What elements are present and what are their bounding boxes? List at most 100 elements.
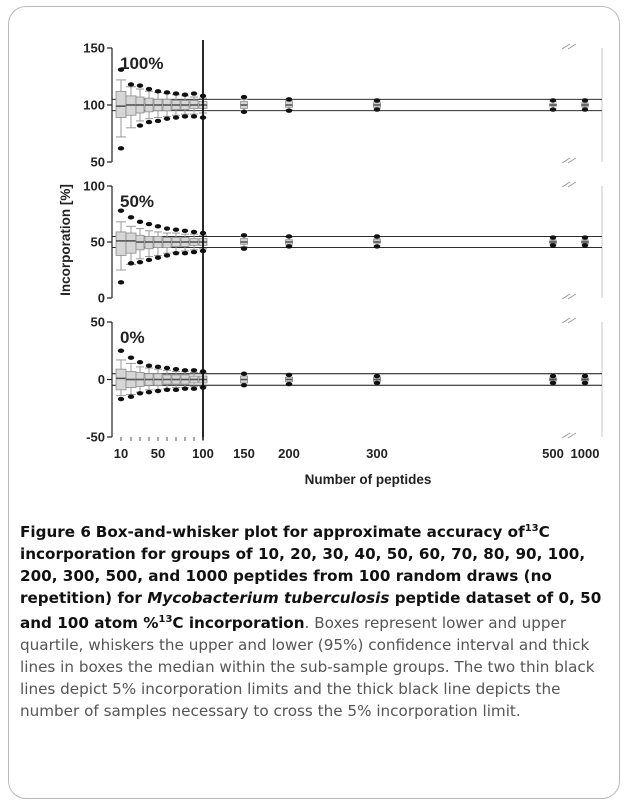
y-tick-label: 50 (91, 155, 105, 170)
y-tick-label: 0 (98, 291, 105, 306)
outlier-point (127, 82, 135, 87)
outlier-point (154, 118, 162, 124)
outlier-point (145, 119, 153, 125)
outlier-point (549, 98, 557, 103)
outlier-point (172, 227, 180, 232)
outlier-point (145, 363, 153, 368)
caption-title-part2: C incorporation for groups of 10, 20, 30… (20, 523, 586, 608)
outlier-point (285, 244, 293, 249)
outlier-point (117, 280, 125, 285)
outlier-point (117, 67, 125, 72)
x-axis-label: Number of peptides (305, 472, 432, 487)
outlier-point (240, 109, 248, 115)
outlier-point (190, 91, 198, 96)
axis-break-mark (561, 317, 577, 324)
axis-break-mark (561, 157, 577, 164)
outlier-point (190, 368, 198, 373)
outlier-point (163, 387, 171, 393)
outlier-point (373, 244, 381, 249)
outlier-point (127, 355, 135, 360)
outlier-point (549, 235, 557, 240)
outlier-point (136, 259, 144, 265)
outlier-point (373, 373, 381, 379)
outlier-point (154, 224, 162, 229)
outlier-point (181, 228, 189, 233)
outlier-point (581, 243, 589, 248)
outlier-point (163, 365, 171, 371)
outlier-point (373, 98, 381, 103)
outlier-point (154, 388, 162, 394)
outlier-point (549, 380, 557, 386)
outlier-point (136, 391, 144, 396)
axis-break-mark (561, 181, 577, 188)
x-tick-label: 200 (278, 446, 300, 461)
outlier-point (154, 89, 162, 94)
y-axis-label: Incorporation [%] (58, 184, 73, 296)
axis-break-mark (561, 43, 577, 50)
outlier-point (163, 226, 171, 231)
outlier-point (285, 108, 293, 113)
outlier-point (154, 255, 162, 260)
outlier-point (136, 123, 144, 128)
outlier-point (581, 373, 589, 379)
outlier-point (581, 235, 589, 240)
x-tick-label: 50 (151, 446, 165, 461)
outlier-point (136, 83, 144, 88)
outlier-point (172, 115, 180, 120)
outlier-point (240, 246, 248, 251)
outlier-point (549, 107, 557, 112)
figure-label: Figure 6 (20, 523, 91, 542)
figure-caption: Figure 6 Box-and-whisker plot for approx… (20, 518, 610, 722)
outlier-point (285, 381, 293, 387)
outlier-point (117, 396, 125, 402)
x-tick-label: 100 (192, 446, 214, 461)
outlier-point (581, 98, 589, 103)
outlier-point (190, 114, 198, 119)
caption-title-part4: C incorporation (172, 614, 305, 633)
outlier-point (145, 257, 153, 263)
box (125, 232, 137, 254)
outlier-point (145, 389, 153, 395)
outlier-point (240, 383, 248, 388)
outlier-point (117, 208, 125, 213)
y-tick-label: 50 (91, 315, 105, 330)
outlier-point (154, 364, 162, 370)
caption-sup1: 13 (524, 523, 539, 534)
outlier-point (136, 360, 144, 365)
panel-label: 0% (120, 328, 145, 347)
outlier-point (127, 215, 135, 220)
outlier-point (136, 219, 144, 225)
x-tick-label: 500 (542, 446, 564, 461)
caption-body: . Boxes represent lower and upper quarti… (20, 614, 595, 721)
x-tick-label: 10 (114, 446, 128, 461)
outlier-point (549, 243, 557, 248)
outlier-point (117, 348, 125, 353)
caption-title-part3: peptide dataset of 0, 50 and 100 atom % (20, 589, 602, 633)
outlier-point (240, 94, 248, 100)
box (115, 231, 127, 256)
outlier-point (190, 249, 198, 255)
outlier-point (549, 373, 557, 379)
outlier-point (145, 86, 153, 92)
outlier-point (172, 251, 180, 256)
outlier-point (181, 368, 189, 373)
outlier-point (181, 386, 189, 391)
outlier-point (285, 372, 293, 378)
outlier-point (285, 234, 293, 239)
outlier-point (163, 90, 171, 95)
caption-organism: Mycobacterium tuberculosis (147, 589, 390, 608)
outlier-point (181, 251, 189, 256)
outlier-point (172, 91, 180, 96)
outlier-point (285, 97, 293, 102)
axis-break-mark (561, 293, 577, 300)
y-tick-label: -50 (86, 430, 105, 445)
y-tick-label: 50 (91, 235, 105, 250)
y-tick-label: 100 (83, 179, 105, 194)
y-tick-label: 100 (83, 98, 105, 113)
outlier-point (181, 114, 189, 119)
x-tick-label: 1000 (571, 446, 600, 461)
outlier-point (190, 386, 198, 391)
y-tick-label: 150 (83, 41, 105, 56)
outlier-point (163, 253, 171, 258)
outlier-point (373, 380, 381, 386)
